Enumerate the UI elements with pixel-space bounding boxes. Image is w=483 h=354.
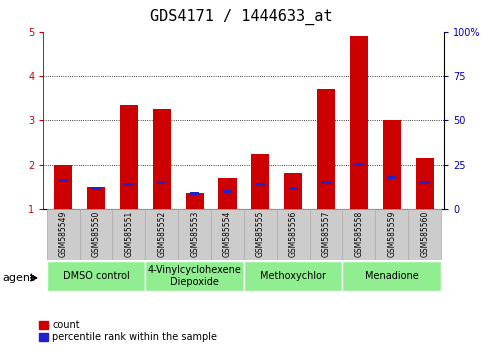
Text: GSM585558: GSM585558 bbox=[355, 210, 363, 257]
Text: 4-Vinylcyclohexene
Diepoxide: 4-Vinylcyclohexene Diepoxide bbox=[148, 265, 242, 287]
Bar bbox=[342, 209, 375, 260]
Bar bbox=[178, 209, 211, 260]
Bar bbox=[289, 187, 298, 190]
Bar bbox=[157, 181, 166, 184]
Legend: count, percentile rank within the sample: count, percentile rank within the sample bbox=[39, 320, 217, 342]
Bar bbox=[387, 176, 397, 179]
Bar bbox=[87, 187, 105, 209]
Bar bbox=[317, 89, 335, 209]
Bar bbox=[355, 163, 364, 166]
Text: GSM585552: GSM585552 bbox=[157, 210, 166, 257]
Bar bbox=[145, 209, 178, 260]
Bar bbox=[420, 181, 429, 184]
Bar bbox=[80, 209, 113, 260]
Text: DMSO control: DMSO control bbox=[63, 271, 129, 281]
Bar bbox=[218, 178, 237, 209]
Bar bbox=[310, 209, 342, 260]
Text: GSM585553: GSM585553 bbox=[190, 210, 199, 257]
Bar bbox=[190, 192, 199, 195]
Text: GSM585556: GSM585556 bbox=[289, 210, 298, 257]
Text: GSM585560: GSM585560 bbox=[420, 210, 429, 257]
Text: GSM585549: GSM585549 bbox=[59, 210, 68, 257]
Text: GSM585555: GSM585555 bbox=[256, 210, 265, 257]
Text: Menadione: Menadione bbox=[365, 271, 419, 281]
Text: GSM585559: GSM585559 bbox=[387, 210, 396, 257]
Bar bbox=[153, 109, 171, 209]
Bar bbox=[211, 209, 244, 260]
Text: agent: agent bbox=[2, 273, 35, 283]
Bar bbox=[251, 154, 270, 209]
Bar bbox=[322, 181, 331, 184]
Bar bbox=[256, 183, 265, 186]
Text: GSM585554: GSM585554 bbox=[223, 210, 232, 257]
Text: GSM585557: GSM585557 bbox=[322, 210, 330, 257]
Bar bbox=[47, 209, 80, 260]
Text: GSM585550: GSM585550 bbox=[92, 210, 100, 257]
Bar bbox=[244, 261, 342, 291]
Bar bbox=[244, 209, 277, 260]
Bar bbox=[145, 261, 244, 291]
Text: GSM585551: GSM585551 bbox=[125, 210, 133, 257]
Bar bbox=[342, 261, 441, 291]
Bar bbox=[120, 105, 138, 209]
Bar bbox=[408, 209, 441, 260]
Bar bbox=[47, 261, 145, 291]
Bar bbox=[284, 173, 302, 209]
Bar bbox=[350, 36, 368, 209]
Bar bbox=[185, 193, 204, 209]
Bar bbox=[383, 120, 401, 209]
Bar bbox=[124, 183, 133, 186]
Bar bbox=[54, 165, 72, 209]
Bar bbox=[415, 158, 434, 209]
Bar bbox=[91, 187, 100, 190]
Bar bbox=[223, 190, 232, 193]
Bar bbox=[277, 209, 310, 260]
Text: Methoxychlor: Methoxychlor bbox=[260, 271, 326, 281]
Text: GDS4171 / 1444633_at: GDS4171 / 1444633_at bbox=[150, 9, 333, 25]
Bar bbox=[375, 209, 408, 260]
Bar bbox=[113, 209, 145, 260]
Bar bbox=[58, 178, 68, 182]
